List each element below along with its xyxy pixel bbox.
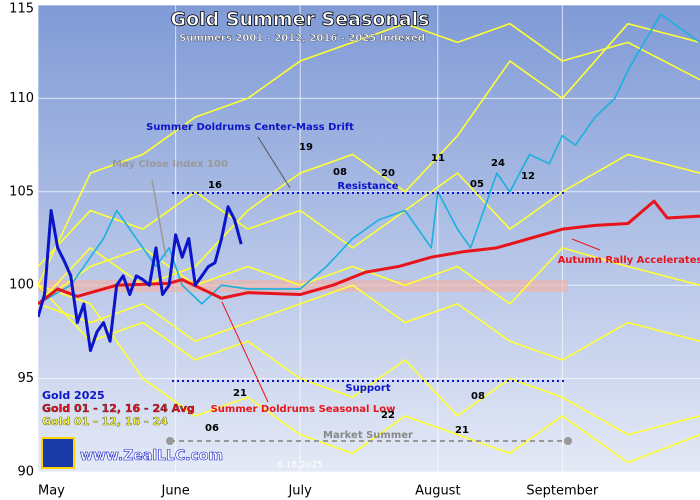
chart-subtitle: Summers 2001 - 2012, 2016 - 2025 Indexed	[179, 33, 425, 44]
arrow	[221, 301, 269, 403]
annotation: Autumn Rally Accelerates	[558, 255, 700, 266]
watermark: www.ZealLLC.com	[80, 448, 223, 464]
annotation: Support	[345, 383, 390, 394]
series-line	[38, 199, 700, 306]
legend-entry: Gold 2025	[42, 389, 105, 402]
year-label: 05	[470, 179, 484, 190]
chart-title: Gold Summer Seasonals	[171, 9, 430, 31]
y-tick-label: 90	[17, 465, 34, 480]
year-label: 21	[233, 388, 247, 399]
annotation: Summer Doldrums Center-Mass Drift	[146, 122, 354, 133]
plot-area	[38, 5, 700, 472]
date-stamp: 6.18.2025	[277, 461, 323, 471]
year-label: 08	[471, 391, 485, 402]
year-label: 19	[299, 142, 313, 153]
legend-entry: Gold 01 - 12, 16 - 24	[42, 415, 168, 428]
series-line	[38, 284, 700, 361]
market-summer-end	[564, 437, 572, 445]
series-line	[38, 284, 700, 436]
x-tick-label: August	[415, 484, 461, 499]
market-summer-start	[166, 437, 174, 445]
annotation: Summer Doldrums Seasonal Low	[211, 404, 396, 415]
y-tick-label: 115	[9, 2, 34, 17]
y-tick-label: 100	[9, 278, 34, 293]
series-line	[38, 153, 700, 268]
series-line	[38, 13, 700, 305]
year-label: 06	[205, 423, 219, 434]
x-tick-label: June	[160, 484, 189, 499]
y-tick-label: 105	[9, 184, 34, 199]
arrow	[257, 136, 291, 189]
arrow	[151, 179, 167, 258]
annotation: May Close Index 100	[112, 159, 228, 170]
x-tick-label: September	[526, 484, 599, 499]
arrow	[571, 238, 601, 251]
year-label: 22	[381, 410, 395, 421]
year-label: 11	[431, 153, 445, 164]
x-tick-label: May	[38, 484, 65, 499]
logo	[41, 437, 75, 469]
year-label: 16	[208, 180, 222, 191]
year-label: 08	[333, 167, 347, 178]
annotation: Resistance	[337, 181, 398, 192]
series-line	[38, 205, 243, 353]
year-label: 24	[491, 158, 505, 169]
y-tick-label: 110	[9, 91, 34, 106]
x-tick-label: July	[287, 484, 312, 499]
series-line	[38, 22, 700, 286]
y-tick-label: 95	[17, 371, 34, 386]
year-label: 12	[521, 171, 535, 182]
year-label: 21	[455, 425, 469, 436]
year-label: 20	[381, 168, 395, 179]
series-line	[38, 284, 700, 464]
annotation: Market Summer	[323, 430, 413, 441]
legend-entry: Gold 01 - 12, 16 - 24 Avg	[42, 402, 195, 415]
